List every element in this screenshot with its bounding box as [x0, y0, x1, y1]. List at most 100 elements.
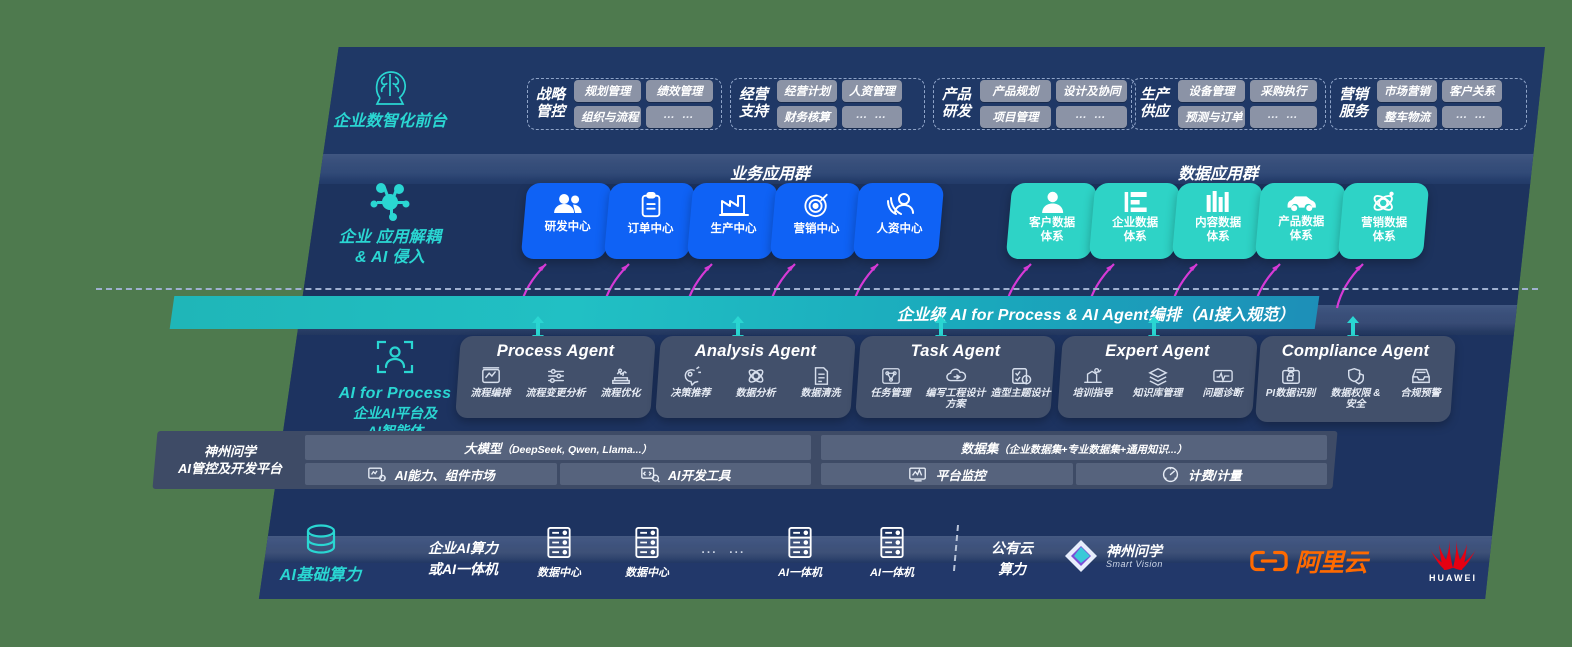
platform-monitor-cell[interactable]: 平台监控 — [821, 463, 1073, 485]
model-bar[interactable]: 大模型（DeepSeek, Qwen, Llama...） — [305, 435, 811, 460]
monitor-icon — [908, 466, 926, 482]
chip-product-0[interactable]: 产品规划 — [980, 80, 1051, 102]
brand-aliyun[interactable]: 阿里云 — [1250, 543, 1368, 579]
datacenter-2[interactable]: 数据中心 — [611, 526, 683, 580]
data-card-content[interactable]: 内容数据 体系 — [1171, 183, 1264, 259]
data-card-product-label2: 体系 — [1289, 230, 1313, 242]
chip-product-2[interactable]: 项目管理 — [980, 106, 1051, 128]
chip-strategy-2[interactable]: 组织与流程 — [574, 106, 641, 128]
marketing-group[interactable]: 营销 服务 市场营销 客户关系 整车物流 … … — [1330, 78, 1527, 130]
chip-marketing-3[interactable]: … … — [1442, 106, 1502, 128]
layers-icon — [1147, 367, 1168, 386]
compute-dots: … … — [700, 538, 748, 557]
brand-huawei[interactable]: HUAWEI — [1425, 536, 1481, 583]
chip-production-3[interactable]: … … — [1250, 106, 1317, 128]
chip-production-2[interactable]: 预测与订单 — [1178, 106, 1245, 128]
agent-card-analysis[interactable]: Analysis Agent 决策推荐 数据分析 — [655, 336, 856, 418]
agent-card-process[interactable]: Process Agent 流程编排 流程变更分析 — [455, 336, 656, 418]
brain-head-icon — [375, 71, 407, 105]
agent-feature[interactable]: PI数据识别 — [1258, 366, 1322, 410]
chip-marketing-1[interactable]: 客户关系 — [1442, 80, 1502, 102]
strategy-chips: 规划管理 绩效管理 组织与流程 … … — [574, 80, 713, 128]
chip-product-1[interactable]: 设计及协同 — [1056, 80, 1127, 102]
agent-feature-label: 流程编排 — [470, 388, 511, 399]
app-card-rd[interactable]: 研发中心 — [520, 183, 613, 259]
datacenter-2-label: 数据中心 — [625, 567, 669, 579]
building-icon — [1124, 192, 1147, 212]
chip-product-3[interactable]: … … — [1056, 106, 1127, 128]
product-chips: 产品规划 设计及协同 项目管理 … … — [980, 80, 1127, 128]
agent-feature[interactable]: 知识库管理 — [1125, 366, 1189, 399]
app-card-production[interactable]: 生产中心 — [686, 183, 779, 259]
server-icon — [788, 527, 812, 558]
agent-feature[interactable]: 问题诊断 — [1190, 366, 1254, 399]
product-name-line1: 产品 — [942, 87, 971, 103]
data-card-marketing[interactable]: 营销数据 体系 — [1337, 183, 1430, 259]
platform-name-line2: AI管控及开发平台 — [177, 461, 282, 476]
ai-market-cell[interactable]: AI能力、组件市场 — [305, 463, 557, 485]
app-card-marketing-label: 营销中心 — [793, 223, 840, 235]
agent-feature[interactable]: 合规预警 — [1388, 366, 1452, 410]
agent-card-task[interactable]: Task Agent 任务管理 编写工程设计方案 — [855, 336, 1056, 418]
chip-strategy-1[interactable]: 绩效管理 — [646, 80, 713, 102]
strategy-group[interactable]: 战略 管控 规划管理 绩效管理 组织与流程 … … — [527, 78, 722, 130]
billing-cell[interactable]: 计费/计量 — [1075, 463, 1327, 485]
operations-chips: 经营计划 人资管理 财务核算 … … — [777, 80, 902, 128]
agent-feature[interactable]: 决策推荐 — [658, 366, 722, 399]
app-card-marketing[interactable]: 营销中心 — [769, 183, 862, 259]
agent-feature[interactable]: 造型主题设计 — [988, 366, 1052, 410]
agent-feature[interactable]: 流程变更分析 — [523, 366, 587, 399]
chip-operations-0[interactable]: 经营计划 — [777, 80, 837, 102]
ai-appliance-2[interactable]: AI一体机 — [856, 526, 928, 580]
agent-feature[interactable]: 任务管理 — [858, 366, 922, 410]
ai-appliance-1-label: AI一体机 — [778, 567, 822, 579]
rail-label-compute: AI基础算力 — [279, 567, 362, 584]
dataset-bar-main: 数据集 — [960, 442, 999, 456]
data-card-product[interactable]: 产品数据 体系 — [1254, 183, 1347, 259]
agent-feature[interactable]: 编写工程设计方案 — [923, 366, 987, 410]
agent-card-expert[interactable]: Expert Agent 培训指导 知识库管理 — [1057, 336, 1258, 418]
ai-appliance-1[interactable]: AI一体机 — [764, 526, 836, 580]
production-group[interactable]: 生产 供应 设备管理 采购执行 预测与订单 … … — [1131, 78, 1326, 130]
app-card-hr[interactable]: 人资中心 — [852, 183, 945, 259]
data-card-content-label1: 内容数据 — [1195, 217, 1242, 229]
double-arrow-icon-2 — [732, 316, 744, 342]
chip-operations-2[interactable]: 财务核算 — [777, 106, 837, 128]
chip-strategy-0[interactable]: 规划管理 — [574, 80, 641, 102]
flow-chart-icon — [481, 367, 500, 384]
agent-feature[interactable]: 数据权限 & 安全 — [1323, 366, 1387, 410]
agent-feature[interactable]: 流程编排 — [458, 366, 522, 399]
chip-strategy-3[interactable]: … … — [646, 106, 713, 128]
chip-production-1[interactable]: 采购执行 — [1250, 80, 1317, 102]
database-icon — [306, 524, 335, 554]
diagnose-icon — [1212, 369, 1233, 383]
datacenter-1[interactable]: 数据中心 — [523, 526, 595, 580]
chip-marketing-0[interactable]: 市场营销 — [1377, 80, 1437, 102]
agent-feature[interactable]: 培训指导 — [1060, 366, 1124, 399]
agent-feature[interactable]: 数据清洗 — [788, 366, 852, 399]
product-group[interactable]: 产品 研发 产品规划 设计及协同 项目管理 … … — [933, 78, 1136, 130]
compute-divider — [952, 525, 960, 571]
chip-production-0[interactable]: 设备管理 — [1178, 80, 1245, 102]
ai-devtool-cell[interactable]: AI开发工具 — [559, 463, 811, 485]
chip-operations-1[interactable]: 人资管理 — [842, 80, 902, 102]
data-card-enterprise-label1: 企业数据 — [1112, 217, 1159, 229]
chip-marketing-2[interactable]: 整车物流 — [1377, 106, 1437, 128]
brand-shenzhou[interactable]: 神州问学 Smart Vision — [1063, 538, 1163, 574]
app-card-order[interactable]: 订单中心 — [603, 183, 696, 259]
dataset-bar[interactable]: 数据集（企业数据集+专业数据集+通用知识...） — [821, 435, 1327, 460]
operations-group[interactable]: 经营 支持 经营计划 人资管理 财务核算 … … — [730, 78, 925, 130]
agent-feature[interactable]: 数据分析 — [723, 366, 787, 399]
agent-card-compliance[interactable]: Compliance Agent PI数据识别 数据权限 & — [1254, 336, 1457, 422]
brain-bulb-icon — [684, 366, 701, 386]
clipboard-icon — [641, 192, 660, 218]
chip-operations-3[interactable]: … … — [842, 106, 902, 128]
data-card-customer[interactable]: 客户数据 体系 — [1005, 183, 1098, 259]
compute-band — [258, 563, 1545, 599]
agent-feature-label: 流程变更分析 — [525, 388, 586, 399]
data-card-enterprise[interactable]: 企业数据 体系 — [1088, 183, 1181, 259]
agent-feature[interactable]: 流程优化 — [588, 366, 652, 399]
id-lock-icon — [1281, 367, 1300, 384]
model-bar-paren: （DeepSeek, Qwen, Llama...） — [501, 444, 653, 456]
